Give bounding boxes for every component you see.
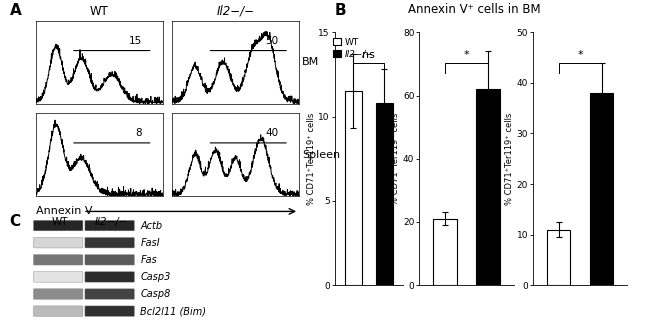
Text: Casp8: Casp8 xyxy=(140,289,171,299)
Text: 8: 8 xyxy=(136,128,142,138)
FancyBboxPatch shape xyxy=(85,255,135,265)
Text: A: A xyxy=(10,3,21,18)
Text: 15: 15 xyxy=(129,36,142,46)
Bar xyxy=(547,229,571,285)
Y-axis label: % CD71⁺Ter119⁺ cells: % CD71⁺Ter119⁺ cells xyxy=(505,112,514,205)
Text: C: C xyxy=(10,214,21,229)
Text: Il2−/−: Il2−/− xyxy=(95,217,129,227)
FancyBboxPatch shape xyxy=(33,255,83,265)
Text: ns: ns xyxy=(363,50,375,60)
Bar xyxy=(376,103,393,285)
Text: *: * xyxy=(577,50,583,60)
Text: 40: 40 xyxy=(266,128,279,138)
FancyBboxPatch shape xyxy=(33,272,83,282)
Bar xyxy=(476,89,500,285)
Text: WT: WT xyxy=(52,217,68,227)
Bar xyxy=(345,91,362,285)
FancyBboxPatch shape xyxy=(33,289,83,299)
Y-axis label: % CD71⁺Ter119⁺ cells: % CD71⁺Ter119⁺ cells xyxy=(307,112,316,205)
Text: Fas: Fas xyxy=(140,255,157,265)
FancyBboxPatch shape xyxy=(85,306,135,316)
FancyBboxPatch shape xyxy=(85,272,135,282)
Text: Bcl2l11 (Bim): Bcl2l11 (Bim) xyxy=(140,306,207,316)
Legend: WT, Il2−/−: WT, Il2−/− xyxy=(329,34,377,62)
Text: Spleen: Spleen xyxy=(302,150,341,160)
Bar xyxy=(433,219,457,285)
Text: FasI: FasI xyxy=(140,238,160,248)
Text: B: B xyxy=(335,3,346,18)
Text: *: * xyxy=(463,50,469,60)
FancyBboxPatch shape xyxy=(33,237,83,248)
Text: Annexin V⁺ cells in BM: Annexin V⁺ cells in BM xyxy=(408,3,541,16)
FancyBboxPatch shape xyxy=(85,289,135,299)
FancyBboxPatch shape xyxy=(85,237,135,248)
Bar xyxy=(590,93,614,285)
Y-axis label: % CD71⁺Ter119⁺ cells: % CD71⁺Ter119⁺ cells xyxy=(391,112,400,205)
Text: BM: BM xyxy=(302,57,320,67)
Text: Il2−/−: Il2−/− xyxy=(216,5,255,18)
Text: 50: 50 xyxy=(266,36,279,46)
FancyBboxPatch shape xyxy=(33,306,83,316)
Text: Casp3: Casp3 xyxy=(140,272,171,282)
FancyBboxPatch shape xyxy=(33,220,83,231)
Text: WT: WT xyxy=(90,5,109,18)
Text: Annexin V: Annexin V xyxy=(36,206,92,216)
Text: Actb: Actb xyxy=(140,221,162,231)
FancyBboxPatch shape xyxy=(85,220,135,231)
